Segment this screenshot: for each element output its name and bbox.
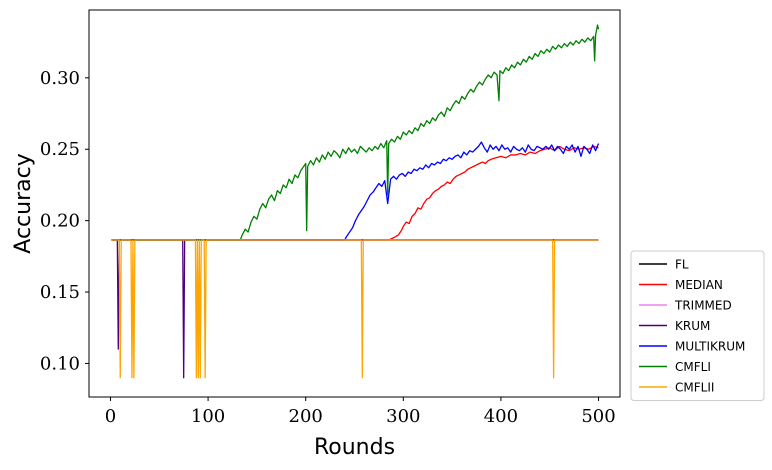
legend-label: MULTIKRUM [675, 340, 745, 354]
x-tick-label: 0 [105, 406, 116, 427]
x-tick-label: 400 [484, 406, 518, 427]
y-tick-label: 0.10 [40, 353, 80, 374]
y-axis-label: Accuracy [11, 153, 36, 253]
legend-label: TRIMMED [674, 299, 732, 313]
x-tick-label: 300 [386, 406, 420, 427]
y-tick-label: 0.20 [40, 211, 80, 232]
legend-box [630, 250, 765, 401]
plot-frame [88, 9, 621, 398]
legend-label: CMFLII [675, 381, 714, 395]
legend-label: MEDIAN [675, 278, 723, 292]
axis-ticks: 0 100 200 300 400 500 0.10 0.15 0.20 0.25 0.30 [40, 68, 616, 427]
legend-label: KRUM [675, 319, 710, 333]
series-line-median [111, 145, 599, 241]
series-lines [111, 24, 600, 379]
legend-label: CMFLI [675, 360, 711, 374]
axis-frame [88, 9, 621, 398]
x-axis-label: Rounds [314, 435, 395, 460]
series-line-cmflii [111, 239, 599, 379]
x-tick-label: 500 [581, 406, 615, 427]
x-tick-label: 100 [191, 406, 225, 427]
series-line-krum [111, 239, 599, 379]
x-tick-label: 200 [289, 406, 323, 427]
legend-label: FL [675, 258, 689, 272]
y-tick-label: 0.30 [40, 68, 80, 89]
legend: FL MEDIAN TRIMMED KRUM MULTIKRUM CMFLI CMFLII [630, 250, 765, 401]
series-line-multikrum [111, 141, 600, 241]
series-line-cmfli [111, 24, 600, 241]
y-tick-label: 0.25 [40, 139, 80, 160]
y-tick-label: 0.15 [40, 282, 80, 303]
